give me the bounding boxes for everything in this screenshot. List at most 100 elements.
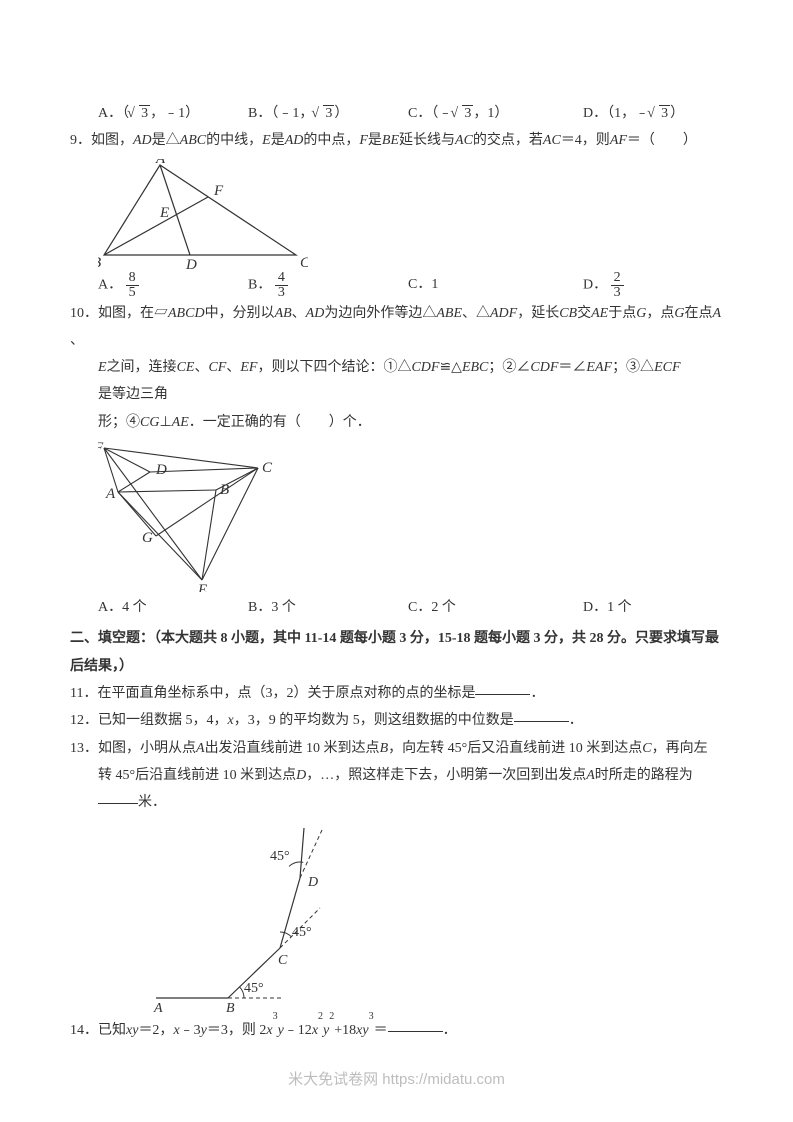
t: ＝∠ — [558, 354, 586, 381]
label: C． — [408, 106, 431, 121]
blank — [475, 680, 530, 695]
val: （1，﹣ — [607, 106, 649, 121]
svg-text:C: C — [300, 255, 308, 269]
label: B． — [248, 277, 271, 292]
label: D． — [583, 106, 607, 121]
t: 、△ — [462, 300, 490, 327]
t: ，向左转 45°后又沿直线前进 10 米到达点 — [388, 735, 642, 762]
q11: 11． 在平面直角坐标系中，点（3，2）关于原点对称的点的坐标是 ． — [70, 680, 723, 707]
q10-num: 10． — [70, 300, 98, 327]
ABCD: ABCD — [168, 300, 205, 327]
q10-choice-d: D．1 个 — [583, 594, 723, 621]
q12: 12． 已知一组数据 5，4， x ，3，9 的平均数为 5，则这组数据的中位数… — [70, 707, 723, 734]
t: ；②∠ — [488, 354, 530, 381]
t: 于点 — [608, 300, 636, 327]
t: ≌△ — [439, 354, 462, 381]
t: 、 — [292, 300, 306, 327]
t: 转 45°后沿直线前进 10 米到达点 — [98, 762, 296, 789]
sqrt3: 3 — [462, 105, 473, 121]
label: C．1 — [408, 277, 438, 292]
CE: CE — [177, 354, 195, 381]
q10-choice-b: B．3 个 — [248, 594, 408, 621]
svg-text:B: B — [220, 482, 229, 498]
CDF: CDF — [411, 354, 439, 381]
t: 米． — [138, 789, 166, 816]
val: （﹣1， — [271, 106, 313, 121]
t: 时所走的路程为 — [595, 762, 693, 789]
label: B． — [248, 106, 271, 121]
t: 在点 — [684, 300, 712, 327]
CG: CG — [140, 409, 159, 436]
period: ． — [569, 707, 583, 734]
t: 已知一组数据 5，4， — [98, 707, 228, 734]
t: 是 — [368, 127, 382, 154]
num: 11． — [70, 680, 97, 707]
BE: BE — [382, 127, 399, 154]
D: D — [296, 762, 306, 789]
svg-text:D: D — [155, 462, 167, 478]
t: 出发沿直线前进 10 米到达点 — [205, 735, 380, 762]
t: ，则以下四个结论：①△ — [257, 354, 411, 381]
t: 交 — [577, 300, 591, 327]
den: 3 — [275, 286, 288, 300]
num: 12． — [70, 707, 98, 734]
q10-choices: A．4 个 B．3 个 C．2 个 D．1 个 — [70, 594, 723, 621]
period: ． — [530, 680, 544, 707]
svg-text:45°: 45° — [270, 849, 290, 864]
label: A． — [98, 106, 122, 121]
q13-svg: ABCD45°45°45° — [150, 820, 370, 1015]
t: ﹣3 — [180, 1017, 201, 1044]
t: 、 — [226, 354, 240, 381]
ABE: ABE — [436, 300, 462, 327]
C: C — [642, 735, 651, 762]
svg-text:G: G — [142, 530, 153, 546]
t: ，延长 — [517, 300, 559, 327]
AE2: AE — [172, 409, 189, 436]
svg-text:B: B — [98, 255, 101, 269]
G: G — [636, 300, 646, 327]
q8-choice-d: D．（1，﹣3） — [583, 100, 723, 127]
t: ＝ — [374, 1017, 388, 1044]
t: 、 — [194, 354, 208, 381]
svg-text:E: E — [197, 582, 207, 592]
num: 4 — [275, 271, 288, 286]
blank — [388, 1017, 443, 1032]
t: ⊥ — [159, 409, 171, 436]
den: 5 — [126, 286, 139, 300]
t: ＝4，则 — [561, 127, 610, 154]
t: +18 — [334, 1017, 356, 1044]
title-text: 二、填空题：（本大题共 8 小题，其中 11-14 题每小题 3 分，15-18… — [70, 631, 719, 673]
svg-text:F: F — [213, 183, 224, 199]
EBC: EBC — [462, 354, 488, 381]
q9-figure: ABCDEF — [98, 159, 723, 269]
t: ，…，照这样走下去，小明第一次回到出发点 — [306, 762, 586, 789]
q10-choice-a: A．4 个 — [98, 594, 248, 621]
q9-num: 9． — [70, 127, 91, 154]
blank — [514, 707, 569, 722]
q9-choice-c: C．1 — [408, 271, 583, 300]
A2: A — [586, 762, 595, 789]
t: 的中点， — [303, 127, 359, 154]
CF: CF — [208, 354, 226, 381]
AD2: AD — [285, 127, 304, 154]
svg-text:C: C — [278, 953, 288, 968]
x2: x — [266, 1017, 272, 1044]
period: ． — [443, 1017, 457, 1044]
t: 如图，在▱ — [98, 300, 168, 327]
svg-text:45°: 45° — [244, 981, 264, 996]
t: 如图， — [91, 127, 133, 154]
num: 14． — [70, 1017, 98, 1044]
sqrt3: 3 — [323, 105, 334, 121]
val: （﹣ — [431, 106, 452, 121]
E: E — [262, 127, 271, 154]
ECF: ECF — [654, 354, 680, 381]
AD: AD — [306, 300, 325, 327]
EF: EF — [240, 354, 257, 381]
t: ；③△ — [612, 354, 654, 381]
A: A — [196, 735, 205, 762]
AD: AD — [133, 127, 152, 154]
svg-text:A: A — [105, 486, 116, 502]
q13-line1: 13． 如图，小明从点 A 出发沿直线前进 10 米到达点 B ，向左转 45°… — [70, 735, 723, 762]
num: 2 — [611, 271, 624, 286]
AE: AE — [591, 300, 608, 327]
